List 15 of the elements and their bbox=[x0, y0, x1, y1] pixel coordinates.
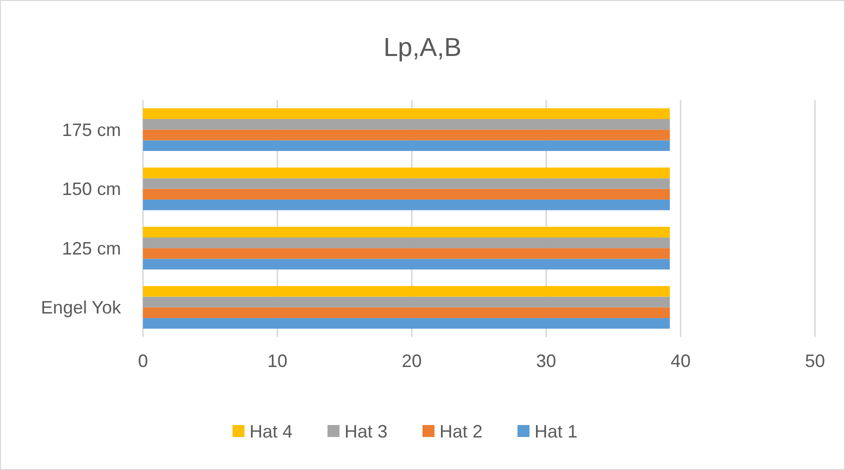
x-tick-label: 50 bbox=[804, 351, 826, 371]
x-tick-label: 0 bbox=[138, 351, 148, 371]
x-tick-label: 40 bbox=[670, 351, 691, 371]
y-tick-label: 150 cm bbox=[62, 179, 121, 200]
y-tick-label: Engel Yok bbox=[40, 298, 122, 318]
legend-label: Hat 3 bbox=[344, 421, 388, 442]
legend-label: Hat 4 bbox=[250, 421, 293, 442]
legend-label: Hat 1 bbox=[534, 421, 578, 442]
y-tick-label: 175 cm bbox=[62, 120, 121, 140]
chart-title: Lp,A,B bbox=[383, 32, 462, 62]
legend-label: Hat 2 bbox=[440, 421, 483, 442]
x-tick-label: 30 bbox=[536, 351, 556, 371]
x-tick-label: 10 bbox=[267, 351, 288, 371]
y-tick-label: 125 cm bbox=[62, 238, 121, 258]
x-tick-label: 20 bbox=[402, 351, 422, 371]
